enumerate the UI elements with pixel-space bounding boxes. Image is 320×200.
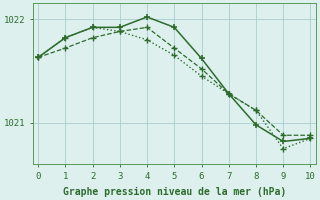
X-axis label: Graphe pression niveau de la mer (hPa): Graphe pression niveau de la mer (hPa) xyxy=(63,186,286,197)
